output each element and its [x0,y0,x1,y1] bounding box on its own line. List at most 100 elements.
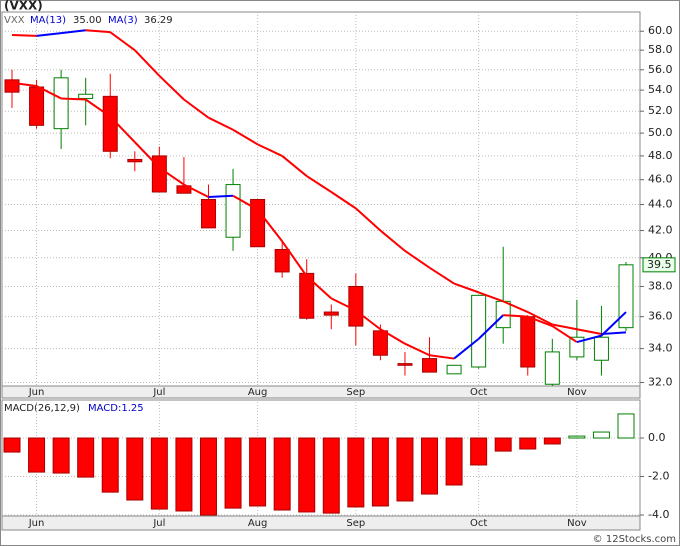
y-tick-label: 52.0 [648,104,673,117]
macd-bar [568,435,586,439]
macd-bar [421,437,439,495]
macd-bar [224,437,242,509]
ma-segment [503,314,528,318]
ma-segment [355,207,382,232]
macd-bar [52,437,70,474]
x-tick-label: Nov [567,518,587,529]
candle-body [323,311,339,316]
ma-segment [109,115,136,143]
candle-body [4,79,20,93]
ma-segment [183,98,210,119]
y-tick-label: 54.0 [648,83,673,96]
macd-bar [150,437,168,510]
ma-segment [502,300,529,313]
ma-segment [11,33,37,37]
ma-segment [306,275,332,300]
ma-segment [601,331,627,336]
ma-segment [61,29,86,35]
ma-segment [527,315,553,328]
ma-segment [355,309,382,331]
ma-segment [552,323,578,331]
candle-body [348,285,364,327]
macd-bar [519,437,537,450]
macd-bar [77,437,95,478]
candle-body [372,330,388,356]
ma-segment [281,240,308,277]
candle-body [225,184,241,238]
x-tick-label: Aug [248,518,268,529]
x-tick-label: Jun [28,387,45,398]
y-tick-label: -4.0 [648,508,669,521]
last-price-box [642,257,676,273]
candle-body [299,272,315,319]
ma-segment [61,97,86,101]
macd-bar [175,437,193,512]
legend-ma13-value: 35.00 [73,15,102,26]
x-tick-label: Oct [470,518,487,529]
ma-segment [477,314,504,340]
y-tick-label: 48.0 [648,149,673,162]
macd-bar [592,431,610,439]
macd-bar [28,437,46,473]
ma-segment [453,338,480,360]
y-tick-label: 50.0 [648,126,673,139]
ma-segment [600,311,627,337]
ma-segment [158,166,185,186]
footer: © 12Stocks.com [593,534,676,545]
macd-bar [543,437,561,445]
ma-segment [429,354,455,360]
legend-ma3-value: 36.29 [144,15,173,26]
candle-body [250,198,266,248]
ma-segment [36,32,62,37]
candle-body [274,248,290,273]
ma-segment [379,229,406,252]
ma-segment [404,250,431,269]
ma-segment [428,266,455,285]
macd-bar [322,437,340,514]
price-panel [1,11,641,387]
candle-body [397,363,413,366]
macd-bar [3,437,21,453]
legend-symbol: VXX [4,15,25,26]
y-tick-label: 0.0 [648,431,666,444]
ma-segment [256,209,283,242]
ma-segment [208,194,234,198]
macd-bar [371,437,389,507]
candle-body [200,198,216,229]
macd-legend: MACD(26,12,9) [4,403,80,414]
ma-segment [85,29,111,34]
macd-bar [298,437,316,513]
y-tick-label: 60.0 [648,24,673,37]
chart-title: (VXX) [4,0,43,13]
ma-segment [232,194,259,211]
y-tick-label: 58.0 [648,43,673,56]
ma-segment [306,175,332,193]
y-tick-label: 34.0 [648,342,673,355]
macd-bar [126,437,144,501]
macd-bar [617,413,635,439]
y-tick-label: 56.0 [648,63,673,76]
ma-segment [232,128,259,146]
x-tick-label: Sep [346,518,365,529]
candle-body [446,364,462,375]
x-tick-label: Jul [152,387,165,398]
ma-segment [109,31,136,51]
candle-body [78,93,94,99]
candle-body [471,294,487,368]
y-tick-label: 46.0 [648,173,673,186]
macd-bar [347,437,365,508]
legend-ma3: MA(3) [108,15,138,26]
last-price-label: 39.5 [647,258,672,271]
ma-segment [158,75,185,101]
y-tick-label: 42.0 [648,224,673,237]
ma-segment [11,81,37,87]
ma-segment [379,328,406,345]
macd-bar [494,437,512,452]
y-tick-label: -2.0 [648,470,669,483]
y-tick-label: 38.0 [648,279,673,292]
ma-segment [330,191,357,210]
x-tick-label: Jul [152,518,165,529]
candle-body [102,95,118,152]
macd-bar [249,437,267,507]
